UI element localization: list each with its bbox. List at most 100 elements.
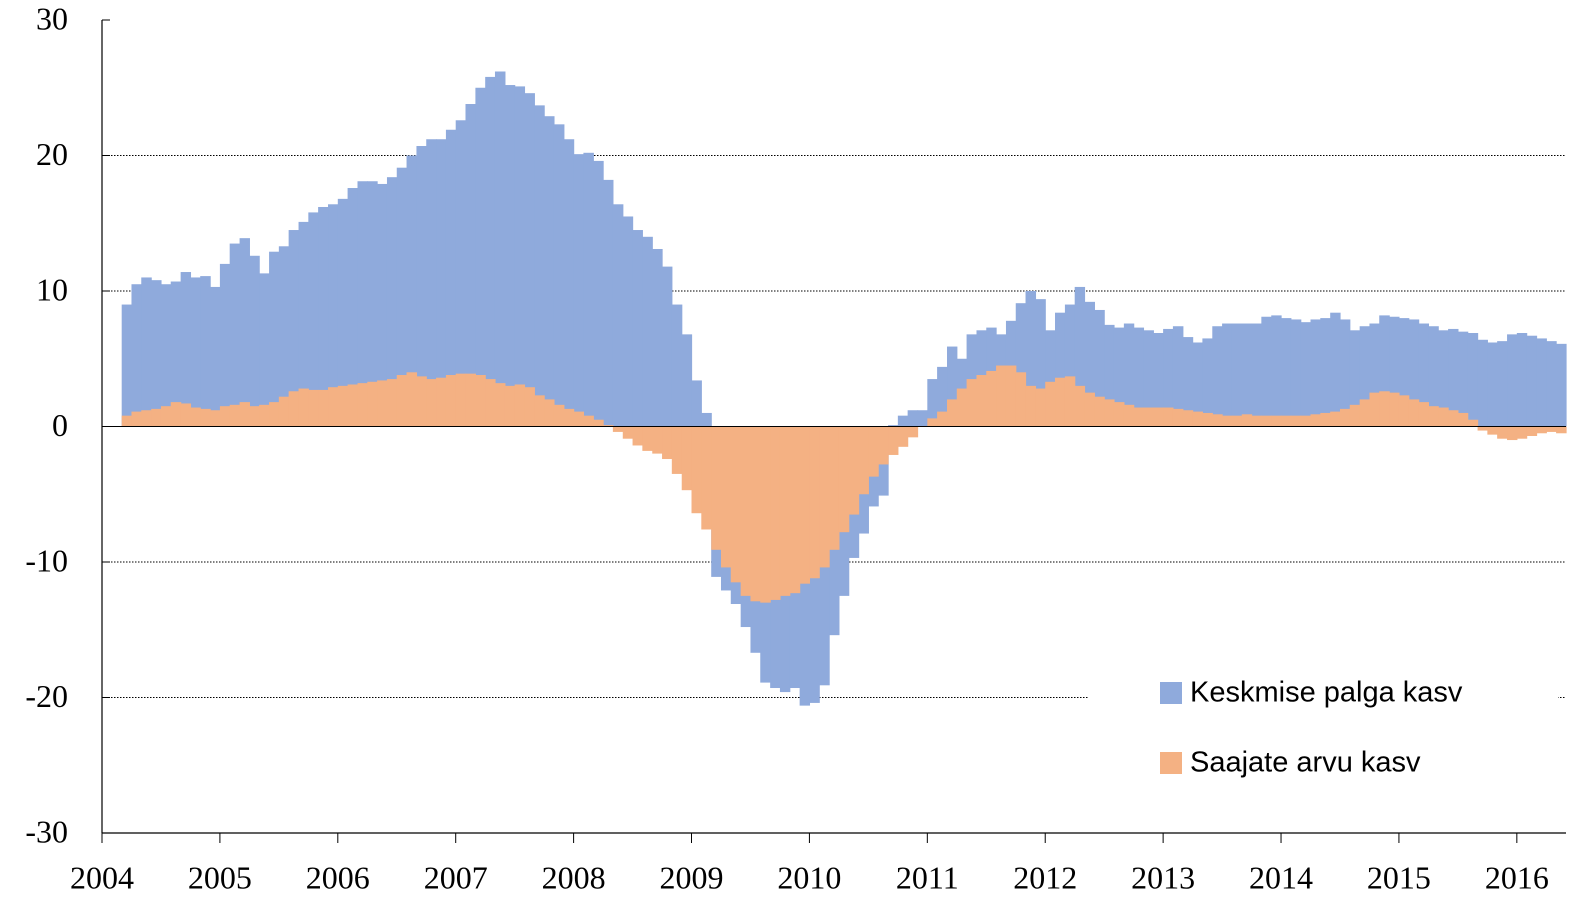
area-step (593, 160, 604, 427)
area-step (612, 426, 624, 432)
area-step (691, 426, 702, 514)
area-step (1261, 316, 1272, 427)
area-step (1281, 318, 1292, 427)
area-step (170, 281, 182, 427)
area-step (1526, 335, 1538, 427)
area-step (1546, 426, 1557, 432)
area-step (465, 373, 476, 427)
area-step (1526, 426, 1538, 436)
area-step (386, 379, 398, 427)
area-step (642, 236, 653, 427)
area-step (947, 346, 958, 427)
area-step (1310, 414, 1321, 427)
area-step (681, 426, 693, 491)
area-step (406, 155, 418, 427)
area-step (907, 410, 919, 427)
area-step (1330, 312, 1341, 427)
area-step (534, 395, 545, 427)
area-step (1359, 326, 1371, 427)
area-step (1369, 392, 1380, 427)
area-step (563, 408, 575, 427)
area-step (1231, 415, 1243, 427)
area-step (1084, 301, 1095, 427)
area-step (278, 246, 290, 427)
area-step (1349, 404, 1361, 427)
area-step (770, 426, 781, 600)
x-tick-label: 2008 (542, 859, 606, 895)
area-step (937, 411, 948, 427)
area-step (1516, 333, 1528, 427)
area-step (1477, 426, 1488, 431)
area-step (1310, 319, 1321, 427)
area-step (1536, 338, 1547, 427)
area-step (809, 426, 820, 579)
area-step (200, 408, 211, 427)
area-step (671, 304, 683, 427)
legend-swatch (1160, 682, 1182, 704)
area-step (229, 404, 241, 427)
area-step (160, 406, 172, 427)
area-step (131, 411, 142, 427)
area-step (259, 404, 270, 427)
area-step (1182, 337, 1194, 427)
area-step (1448, 410, 1459, 427)
area-step (799, 426, 811, 584)
area-step (671, 426, 683, 474)
area-step (1084, 392, 1095, 427)
area-step (603, 179, 614, 427)
area-step (1163, 407, 1174, 427)
area-step (514, 86, 526, 427)
area-step (878, 426, 889, 465)
y-tick-label: -30 (25, 813, 68, 849)
area-step (1457, 331, 1469, 427)
area-step (269, 251, 280, 427)
area-step (1389, 392, 1400, 427)
area-step (750, 426, 761, 602)
area-step (1133, 327, 1145, 427)
area-step (907, 426, 919, 438)
area-step (1300, 415, 1312, 427)
area-step (1359, 399, 1371, 427)
area-step (1133, 407, 1145, 427)
area-step (1094, 396, 1105, 427)
area-step (504, 385, 516, 427)
area-step (141, 410, 152, 427)
area-step (858, 426, 869, 495)
area-step (622, 216, 634, 427)
y-tick-label: 30 (36, 0, 68, 36)
area-step (1507, 426, 1518, 441)
area-step (347, 384, 359, 427)
area-step (1104, 324, 1115, 427)
area-step (1457, 412, 1469, 427)
area-step (1379, 315, 1390, 427)
area-step (534, 105, 545, 427)
area-step (652, 426, 663, 454)
area-step (927, 379, 938, 427)
area-step (210, 286, 221, 427)
area-step (219, 406, 231, 427)
area-step (888, 426, 899, 455)
area-step (278, 396, 290, 427)
area-step (367, 181, 378, 427)
area-step (829, 426, 840, 550)
area-step (1418, 402, 1430, 427)
x-tick-label: 2005 (188, 859, 252, 895)
area-step (789, 426, 801, 594)
area-step (1192, 411, 1203, 427)
area-step (514, 384, 526, 427)
area-step (1113, 327, 1125, 427)
area-step (701, 412, 712, 427)
y-tick-label: 10 (36, 271, 68, 307)
area-step (249, 406, 260, 427)
area-step (1487, 342, 1498, 427)
area-step (1064, 304, 1076, 427)
area-step (131, 284, 142, 427)
area-step (819, 426, 830, 568)
area-step (337, 385, 349, 427)
area-step (1172, 408, 1184, 427)
area-step (760, 426, 771, 603)
area-step (583, 152, 594, 427)
area-step (1438, 330, 1449, 427)
area-step (573, 154, 584, 427)
